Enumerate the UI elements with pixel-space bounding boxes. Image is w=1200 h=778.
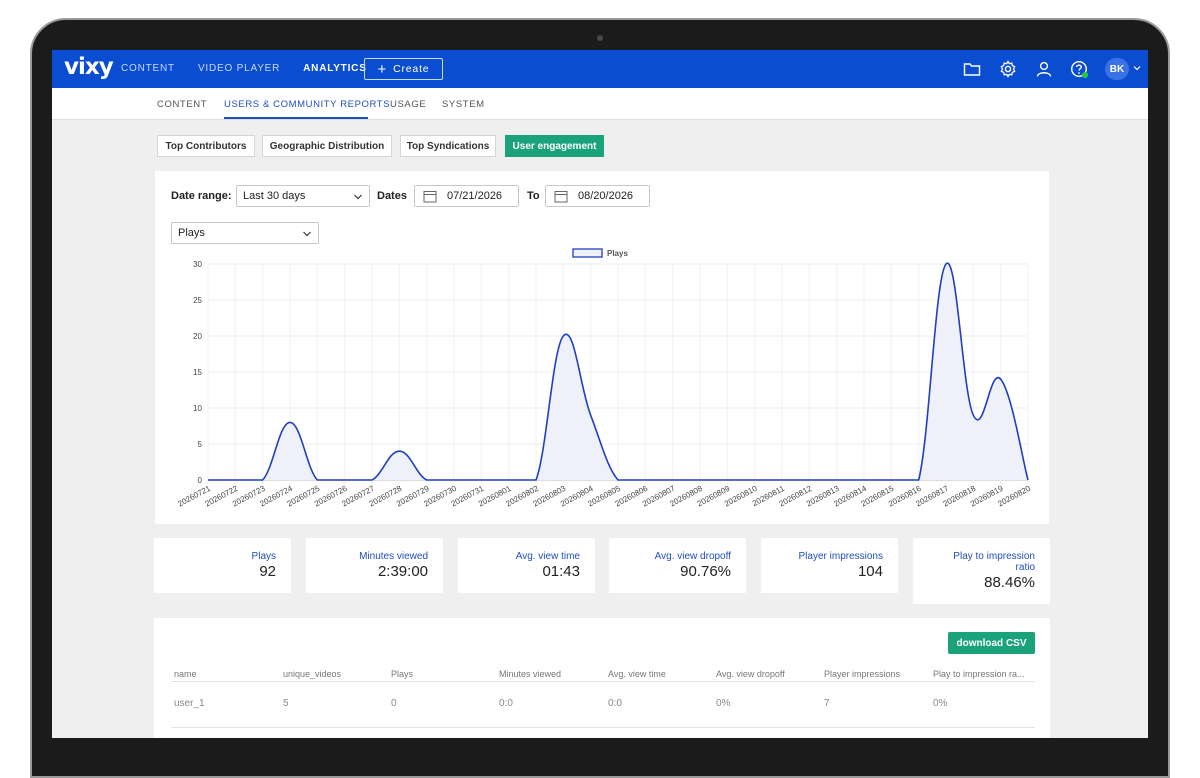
cell-player-impressions: 7 (824, 698, 830, 709)
y-tick-label: 0 (198, 476, 203, 485)
top-bar: vixy CONTENT VIDEO PLAYER ANALYTICS + Cr… (52, 50, 1148, 88)
chevron-down-icon (354, 194, 362, 200)
stat-avg-view-dropoff: Avg. view dropoff 90.76% (609, 538, 746, 593)
table-panel (154, 618, 1050, 738)
app-screen: vixy CONTENT VIDEO PLAYER ANALYTICS + Cr… (52, 50, 1148, 738)
y-tick-label: 20 (193, 332, 202, 341)
stat-avg-view-time-label: Avg. view time (515, 551, 580, 562)
legend-swatch (572, 248, 603, 258)
subnav-system[interactable]: SYSTEM (442, 99, 485, 110)
plays-chart: 0510152025302026072120260722202607232026… (176, 248, 1032, 508)
y-tick-label: 30 (193, 260, 202, 269)
y-tick-label: 10 (193, 404, 202, 413)
cell-minutes-viewed: 0:0 (499, 698, 513, 709)
stat-avg-view-dropoff-label: Avg. view dropoff (654, 551, 731, 562)
nav-content[interactable]: CONTENT (121, 63, 175, 74)
stat-plays-value: 92 (259, 563, 276, 580)
to-label: To (527, 190, 540, 202)
active-tab-underline (224, 117, 368, 119)
online-status-dot (1082, 72, 1088, 78)
subnav-usage[interactable]: USAGE (390, 99, 427, 110)
col-header-player-impressions[interactable]: Player impressions (824, 669, 901, 679)
col-header-avg-view-time[interactable]: Avg. view time (608, 669, 666, 679)
cell-name: user_1 (174, 698, 205, 709)
stat-minutes-viewed: Minutes viewed 2:39:00 (306, 538, 443, 593)
vixy-logo[interactable]: vixy (64, 54, 114, 80)
chevron-down-icon (303, 231, 311, 237)
stat-avg-view-time: Avg. view time 01:43 (458, 538, 595, 593)
sub-nav: CONTENT USERS & COMMUNITY REPORTS USAGE … (52, 88, 1148, 120)
col-header-name[interactable]: name (174, 669, 197, 679)
y-tick-label: 15 (193, 368, 202, 377)
from-date-value: 07/21/2026 (447, 190, 503, 202)
plays-line (208, 262, 1029, 481)
download-csv-button[interactable]: download CSV (948, 632, 1035, 654)
tab-geographic-distribution[interactable]: Geographic Distribution (262, 135, 392, 157)
stat-minutes-viewed-label: Minutes viewed (359, 551, 428, 562)
avatar[interactable]: BK (1105, 58, 1129, 80)
cell-avg-view-time: 0:0 (608, 698, 622, 709)
stat-minutes-viewed-value: 2:39:00 (377, 563, 428, 580)
cell-unique-videos: 5 (283, 698, 289, 709)
dates-label: Dates (377, 190, 407, 202)
tab-top-syndications[interactable]: Top Syndications (400, 135, 496, 157)
stat-plays-label: Plays (251, 551, 276, 562)
to-date-value: 08/20/2026 (578, 190, 634, 202)
subnav-users-community-reports[interactable]: USERS & COMMUNITY REPORTS (224, 99, 391, 110)
folder-icon[interactable] (963, 60, 981, 78)
gear-icon[interactable] (999, 60, 1017, 78)
tab-user-engagement[interactable]: User engagement (505, 135, 604, 157)
metric-value: Plays (178, 227, 205, 239)
date-range-label: Date range: (171, 190, 232, 202)
stat-plays: Plays 92 (154, 538, 291, 593)
stat-play-to-impression-ratio: Play to impression ratio 88.46% (913, 538, 1050, 604)
to-date-field[interactable]: 08/20/2026 (545, 185, 650, 207)
help-icon[interactable] (1070, 60, 1088, 78)
calendar-icon (554, 190, 568, 202)
stat-play-to-impression-ratio-value: 88.46% (984, 574, 1035, 591)
table-header-divider (171, 681, 1035, 682)
table-row-divider (171, 727, 1035, 728)
stat-player-impressions-value: 104 (857, 563, 883, 580)
legend-label: Plays (607, 249, 628, 258)
y-tick-label: 25 (193, 296, 202, 305)
col-header-avg-view-dropoff[interactable]: Avg. view dropoff (716, 669, 785, 679)
col-header-plays[interactable]: Plays (391, 669, 414, 679)
date-range-value: Last 30 days (243, 190, 306, 202)
cell-play-to-impression-ratio: 0% (933, 698, 948, 709)
stat-player-impressions-label: Player impressions (798, 551, 883, 562)
chart-panel: Date range: Last 30 days Dates 07/21/202… (155, 171, 1049, 524)
nav-analytics[interactable]: ANALYTICS (303, 63, 367, 74)
date-range-select[interactable]: Last 30 days (236, 185, 370, 207)
cell-avg-view-dropoff: 0% (716, 698, 731, 709)
cell-plays: 0 (391, 698, 397, 709)
col-header-unique-videos[interactable]: unique_videos (283, 669, 342, 679)
stat-player-impressions: Player impressions 104 (761, 538, 898, 593)
from-date-field[interactable]: 07/21/2026 (414, 185, 519, 207)
metric-select[interactable]: Plays (171, 222, 319, 244)
create-button-label: Create (393, 63, 430, 75)
stat-play-to-impression-ratio-label: Play to impression ratio (953, 551, 1035, 573)
calendar-icon (423, 190, 437, 202)
tab-top-contributors[interactable]: Top Contributors (157, 135, 255, 157)
nav-video-player[interactable]: VIDEO PLAYER (197, 63, 281, 74)
chevron-down-icon[interactable] (1132, 63, 1142, 73)
create-button[interactable]: + Create (364, 58, 443, 80)
col-header-play-to-impression-ratio[interactable]: Play to impression ra... (933, 669, 1025, 679)
main-nav: CONTENT VIDEO PLAYER ANALYTICS (121, 63, 390, 74)
col-header-minutes-viewed[interactable]: Minutes viewed (499, 669, 562, 679)
camera-dot (597, 35, 603, 41)
subnav-content[interactable]: CONTENT (157, 99, 208, 110)
plays-area (208, 263, 1028, 480)
stat-avg-view-time-value: 01:43 (542, 563, 580, 580)
plus-icon: + (377, 60, 388, 78)
y-tick-label: 5 (198, 440, 203, 449)
stat-avg-view-dropoff-value: 90.76% (680, 563, 731, 580)
user-icon[interactable] (1035, 60, 1053, 78)
